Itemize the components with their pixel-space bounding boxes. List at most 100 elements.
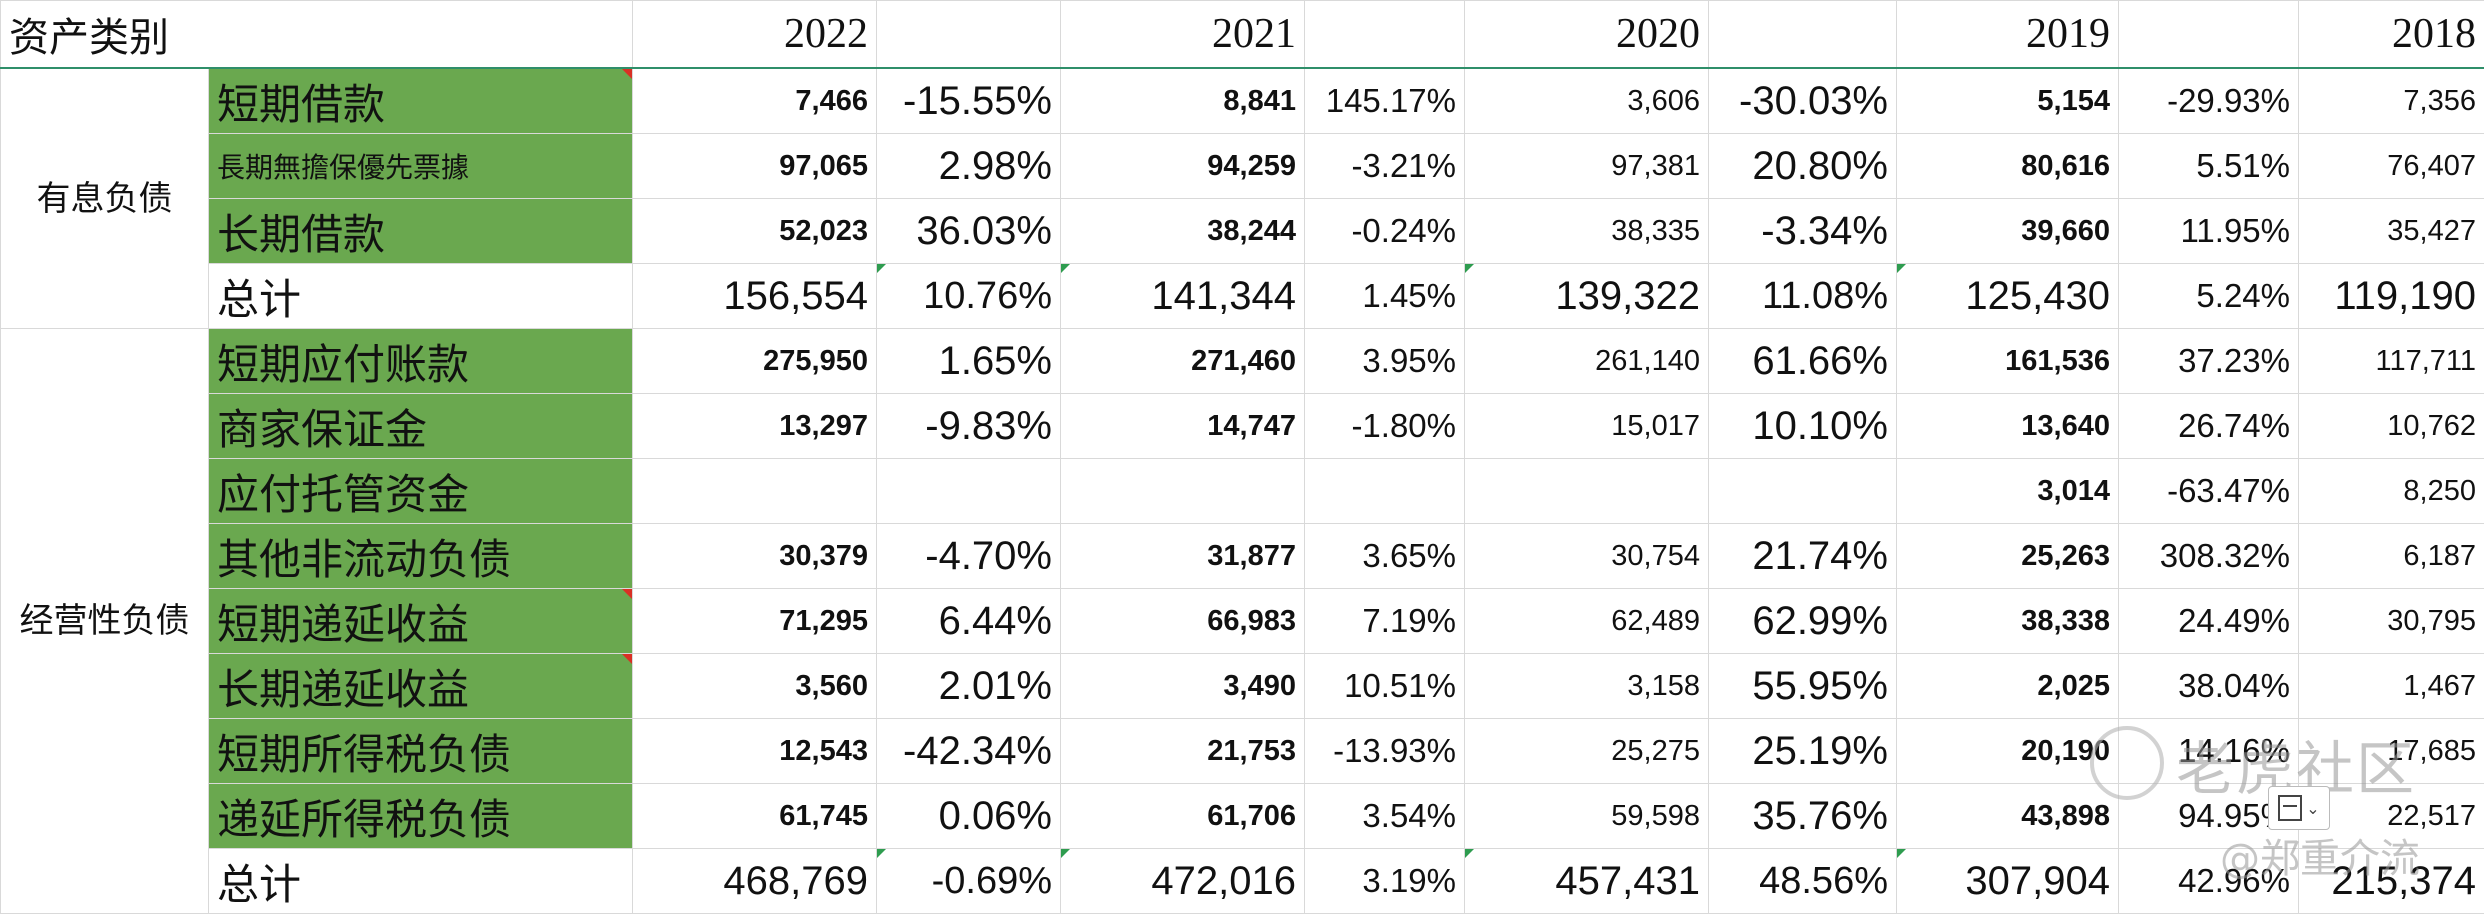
change-2022-cell[interactable]: 10.76% xyxy=(877,264,1061,329)
change-2020-cell[interactable]: 25.19% xyxy=(1709,719,1897,784)
row-label[interactable]: 其他非流动负债 xyxy=(209,524,633,589)
change-2022-cell[interactable]: -4.70% xyxy=(877,524,1061,589)
change-2021-cell[interactable]: 1.45% xyxy=(1305,264,1465,329)
value-2021-cell[interactable]: 31,877 xyxy=(1061,524,1305,589)
change-2020-cell[interactable]: 11.08% xyxy=(1709,264,1897,329)
change-2022-cell[interactable]: -15.55% xyxy=(877,68,1061,134)
change-2021-cell[interactable]: 10.51% xyxy=(1305,654,1465,719)
value-2018-cell[interactable]: 35,427 xyxy=(2299,199,2484,264)
value-2021-cell[interactable]: 8,841 xyxy=(1061,68,1305,134)
change-2019-cell[interactable]: 38.04% xyxy=(2119,654,2299,719)
value-2019-cell[interactable]: 80,616 xyxy=(1897,134,2119,199)
change-2021-cell[interactable]: 3.54% xyxy=(1305,784,1465,849)
change-2020-cell[interactable]: 62.99% xyxy=(1709,589,1897,654)
change-2021-cell[interactable]: -1.80% xyxy=(1305,394,1465,459)
value-2020-cell[interactable]: 261,140 xyxy=(1465,329,1709,394)
value-2020-cell[interactable]: 139,322 xyxy=(1465,264,1709,329)
value-2019-cell[interactable]: 38,338 xyxy=(1897,589,2119,654)
value-2018-cell[interactable]: 119,190 xyxy=(2299,264,2484,329)
header-category-cell[interactable]: 资产类别 xyxy=(1,1,633,69)
header-year-2018[interactable]: 2018 xyxy=(2299,1,2484,69)
value-2020-cell[interactable]: 38,335 xyxy=(1465,199,1709,264)
value-2021-cell[interactable]: 141,344 xyxy=(1061,264,1305,329)
header-blank-cell[interactable] xyxy=(1709,1,1897,69)
change-2021-cell[interactable]: -0.24% xyxy=(1305,199,1465,264)
value-2022-cell[interactable]: 275,950 xyxy=(633,329,877,394)
value-2022-cell[interactable]: 7,466 xyxy=(633,68,877,134)
value-2022-cell[interactable]: 156,554 xyxy=(633,264,877,329)
row-label[interactable]: 短期递延收益 xyxy=(209,589,633,654)
change-2022-cell[interactable] xyxy=(877,459,1061,524)
value-2018-cell[interactable]: 10,762 xyxy=(2299,394,2484,459)
header-blank-cell[interactable] xyxy=(1305,1,1465,69)
change-2022-cell[interactable]: -42.34% xyxy=(877,719,1061,784)
value-2022-cell[interactable]: 71,295 xyxy=(633,589,877,654)
value-2021-cell[interactable]: 66,983 xyxy=(1061,589,1305,654)
value-2021-cell[interactable]: 3,490 xyxy=(1061,654,1305,719)
change-2020-cell[interactable]: 35.76% xyxy=(1709,784,1897,849)
row-label[interactable]: 短期应付账款 xyxy=(209,329,633,394)
row-label[interactable]: 短期所得税负债 xyxy=(209,719,633,784)
row-label[interactable]: 应付托管资金 xyxy=(209,459,633,524)
paste-options-button[interactable]: ⌄ xyxy=(2268,786,2330,830)
change-2020-cell[interactable] xyxy=(1709,459,1897,524)
value-2020-cell[interactable]: 97,381 xyxy=(1465,134,1709,199)
value-2018-cell[interactable]: 7,356 xyxy=(2299,68,2484,134)
value-2019-cell[interactable]: 2,025 xyxy=(1897,654,2119,719)
value-2019-cell[interactable]: 43,898 xyxy=(1897,784,2119,849)
value-2022-cell[interactable]: 12,543 xyxy=(633,719,877,784)
change-2019-cell[interactable]: 11.95% xyxy=(2119,199,2299,264)
change-2021-cell[interactable]: 3.95% xyxy=(1305,329,1465,394)
row-label[interactable]: 长期递延收益 xyxy=(209,654,633,719)
change-2019-cell[interactable]: 14.16% xyxy=(2119,719,2299,784)
row-label[interactable]: 商家保证金 xyxy=(209,394,633,459)
value-2021-cell[interactable]: 21,753 xyxy=(1061,719,1305,784)
change-2022-cell[interactable]: 6.44% xyxy=(877,589,1061,654)
change-2019-cell[interactable]: -63.47% xyxy=(2119,459,2299,524)
value-2018-cell[interactable]: 8,250 xyxy=(2299,459,2484,524)
value-2018-cell[interactable]: 117,711 xyxy=(2299,329,2484,394)
change-2019-cell[interactable]: 26.74% xyxy=(2119,394,2299,459)
value-2020-cell[interactable]: 15,017 xyxy=(1465,394,1709,459)
change-2021-cell[interactable] xyxy=(1305,459,1465,524)
change-2022-cell[interactable]: 1.65% xyxy=(877,329,1061,394)
row-label[interactable]: 总计 xyxy=(209,264,633,329)
value-2022-cell[interactable]: 97,065 xyxy=(633,134,877,199)
header-blank-cell[interactable] xyxy=(2119,1,2299,69)
change-2020-cell[interactable]: -30.03% xyxy=(1709,68,1897,134)
header-year-2019[interactable]: 2019 xyxy=(1897,1,2119,69)
value-2019-cell[interactable]: 125,430 xyxy=(1897,264,2119,329)
value-2020-cell[interactable]: 59,598 xyxy=(1465,784,1709,849)
value-2022-cell[interactable]: 52,023 xyxy=(633,199,877,264)
change-2019-cell[interactable]: -29.93% xyxy=(2119,68,2299,134)
value-2019-cell[interactable]: 5,154 xyxy=(1897,68,2119,134)
value-2020-cell[interactable]: 30,754 xyxy=(1465,524,1709,589)
value-2018-cell[interactable]: 76,407 xyxy=(2299,134,2484,199)
row-label[interactable]: 递延所得税负债 xyxy=(209,784,633,849)
value-2020-cell[interactable]: 62,489 xyxy=(1465,589,1709,654)
change-2021-cell[interactable]: -3.21% xyxy=(1305,134,1465,199)
value-2019-cell[interactable]: 25,263 xyxy=(1897,524,2119,589)
header-year-2021[interactable]: 2021 xyxy=(1061,1,1305,69)
value-2020-cell[interactable]: 3,606 xyxy=(1465,68,1709,134)
value-2021-cell[interactable]: 38,244 xyxy=(1061,199,1305,264)
value-2019-cell[interactable]: 39,660 xyxy=(1897,199,2119,264)
value-2022-cell[interactable]: 13,297 xyxy=(633,394,877,459)
change-2020-cell[interactable]: 20.80% xyxy=(1709,134,1897,199)
header-year-2020[interactable]: 2020 xyxy=(1465,1,1709,69)
value-2020-cell[interactable]: 3,158 xyxy=(1465,654,1709,719)
header-blank-cell[interactable] xyxy=(877,1,1061,69)
change-2021-cell[interactable]: -13.93% xyxy=(1305,719,1465,784)
value-2018-cell[interactable]: 6,187 xyxy=(2299,524,2484,589)
change-2022-cell[interactable]: 2.98% xyxy=(877,134,1061,199)
change-2019-cell[interactable]: 37.23% xyxy=(2119,329,2299,394)
header-year-2022[interactable]: 2022 xyxy=(633,1,877,69)
value-2019-cell[interactable]: 13,640 xyxy=(1897,394,2119,459)
change-2020-cell[interactable]: 55.95% xyxy=(1709,654,1897,719)
change-2020-cell[interactable]: 61.66% xyxy=(1709,329,1897,394)
change-2019-cell[interactable]: 5.24% xyxy=(2119,264,2299,329)
value-2022-cell[interactable] xyxy=(633,459,877,524)
change-2019-cell[interactable]: 5.51% xyxy=(2119,134,2299,199)
group-label-operating[interactable]: 经营性负债 xyxy=(1,329,209,914)
value-2019-cell[interactable]: 3,014 xyxy=(1897,459,2119,524)
